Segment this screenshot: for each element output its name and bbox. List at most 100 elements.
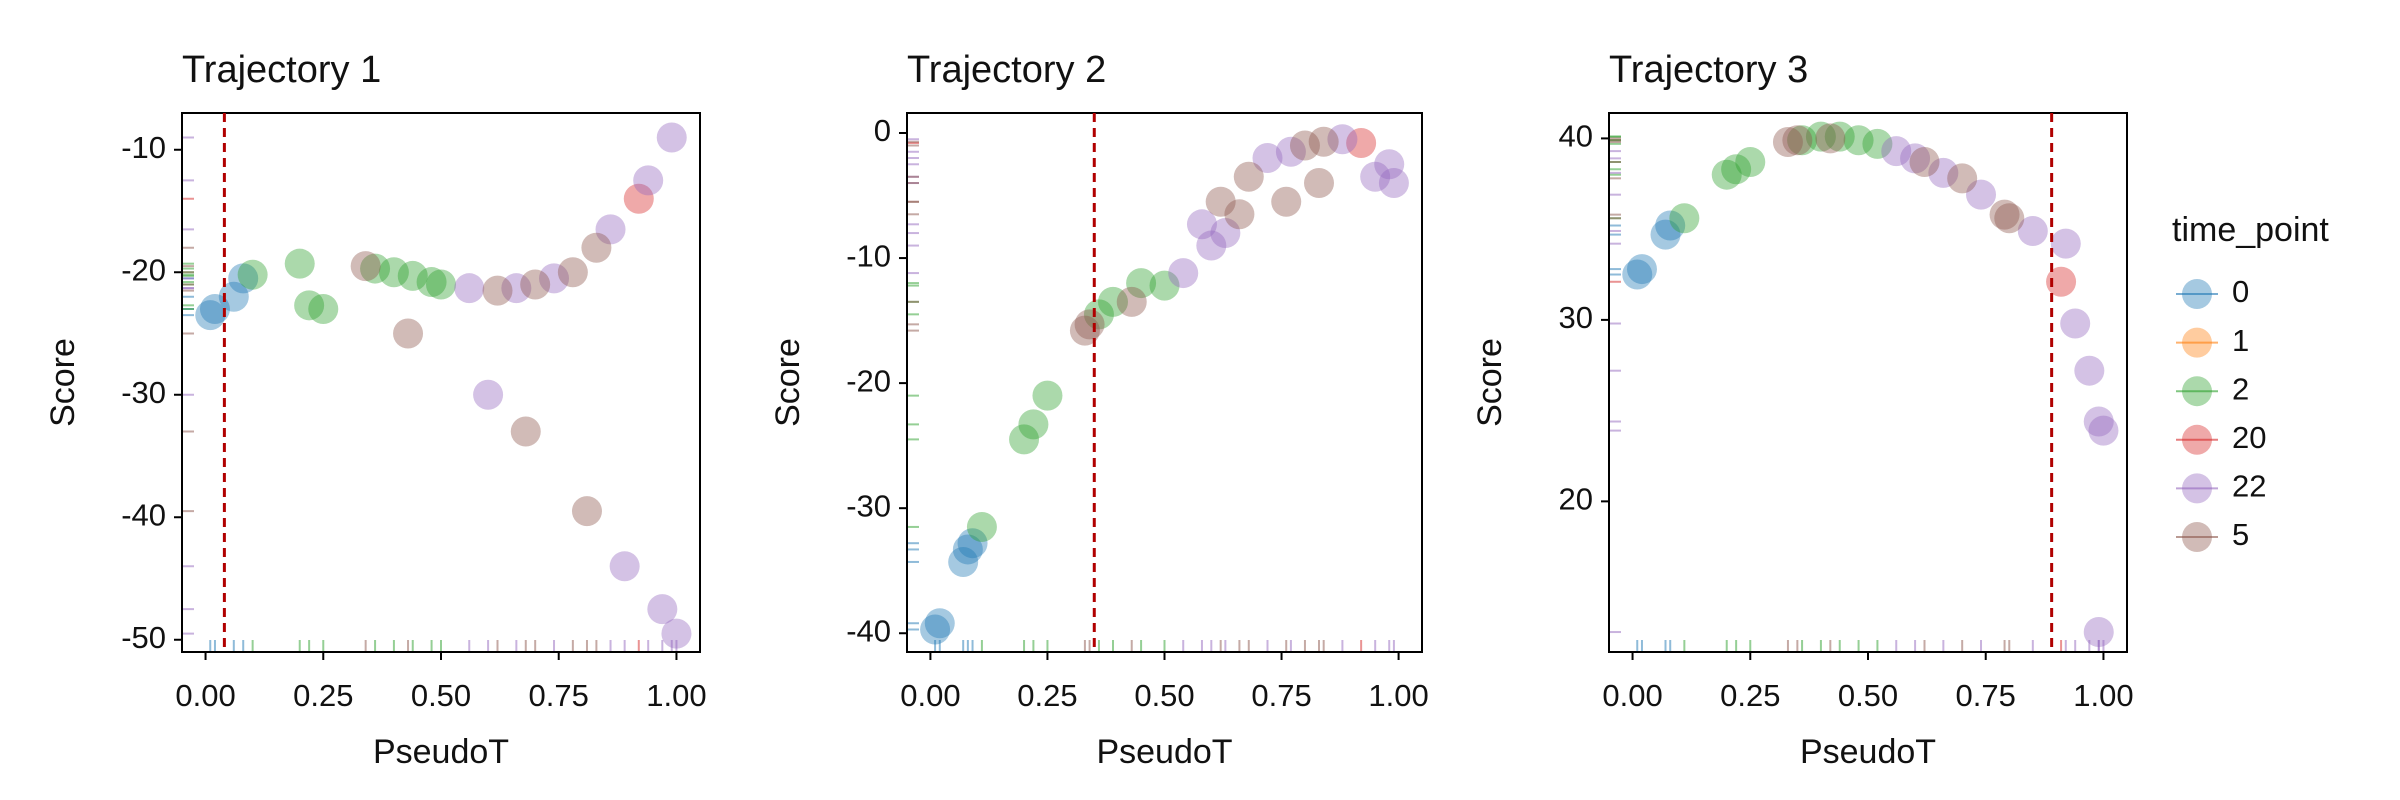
point [1928,157,1959,188]
y-tick-label: -40 [121,497,166,532]
point [1947,163,1978,194]
point [1083,299,1114,330]
legend-key [2182,473,2212,504]
point [1994,203,2025,234]
x-tick-label: 0.00 [1602,678,1662,713]
point [2088,415,2119,446]
point [1009,424,1040,455]
point [426,269,456,300]
point [1909,147,1940,177]
point [1711,159,1742,190]
point [1205,186,1236,217]
point [195,300,226,331]
point [228,263,259,294]
point [1735,147,1766,177]
y-axis-label: Score [769,338,807,427]
point [581,232,612,263]
legend-label: 0 [2232,274,2249,309]
point [966,511,997,542]
x-tick-label: 0.00 [900,678,960,713]
x-tick-label: 0.75 [1956,678,2016,713]
x-tick-label: 0.25 [293,678,353,713]
legend-key [2182,376,2212,407]
point [1116,286,1147,317]
point [1289,130,1320,161]
point [1271,186,1302,217]
panel-title: Trajectory 3 [1609,49,1808,91]
point [284,248,315,279]
point [1360,161,1391,192]
point [1374,149,1405,180]
x-tick-label: 1.00 [2073,678,2133,713]
point [1655,210,1686,241]
plot-frame [906,112,1423,653]
point [501,273,532,304]
point [2074,355,2105,386]
point [1327,124,1358,155]
point [661,618,692,649]
panel-title: Trajectory 1 [182,49,381,91]
point [510,416,541,447]
point [1782,125,1813,156]
y-tick-label: -50 [121,620,166,655]
point [237,259,268,290]
point [647,594,678,625]
legend-key [2182,279,2212,309]
point [539,263,570,294]
point [623,183,654,214]
point [350,251,381,282]
x-tick-label: 1.00 [1368,678,1428,713]
y-tick-label: -20 [846,363,891,398]
point [2046,266,2077,297]
point [1787,125,1818,156]
x-axis-label: PseudoT [373,733,509,771]
point [2083,617,2114,648]
point [1098,286,1128,317]
x-tick-label: 0.00 [175,678,235,713]
legend-key [2182,424,2212,455]
x-tick-label: 0.75 [1251,678,1311,713]
point [1149,270,1180,301]
point [1069,315,1100,346]
x-axis-label: PseudoT [1800,733,1936,771]
point [1772,127,1803,158]
point [1989,199,2020,230]
x-tick-label: 0.50 [1838,678,1898,713]
point [1210,218,1241,249]
point [948,546,979,577]
point [1881,136,1912,167]
point [308,294,339,324]
x-tick-label: 1.00 [646,678,706,713]
point [454,273,485,304]
point [520,269,551,300]
point [1224,199,1255,230]
point [920,614,951,645]
y-tick-label: -20 [121,252,166,287]
point [378,257,409,288]
y-tick-label: -10 [121,130,166,165]
y-tick-label: -30 [121,375,166,410]
y-tick-label: -40 [846,613,891,648]
point [294,290,325,321]
point [1721,154,1752,185]
point [218,281,249,312]
legend-title: time_point [2172,211,2329,249]
point [1378,168,1409,199]
y-tick-label: 30 [1559,300,1593,335]
legend-label: 22 [2232,469,2266,504]
point [571,496,602,527]
legend-label: 1 [2232,323,2249,358]
point [1252,143,1283,174]
y-tick-label: -30 [846,488,891,523]
point [633,165,664,196]
point [1626,254,1657,285]
point [360,253,391,284]
point [1308,126,1339,157]
point [1074,309,1105,340]
x-axis-label: PseudoT [1096,733,1232,771]
point [2083,406,2114,437]
legend-key [2182,327,2212,358]
point [1669,203,1700,234]
point [473,379,504,410]
